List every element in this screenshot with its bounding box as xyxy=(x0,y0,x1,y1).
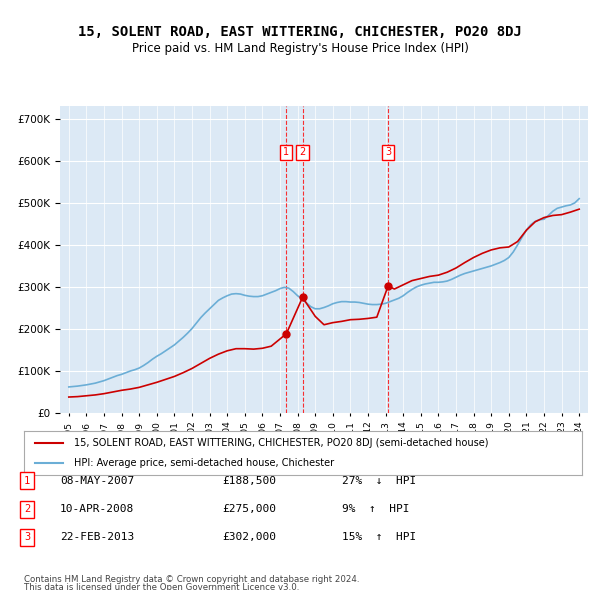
Text: 27%  ↓  HPI: 27% ↓ HPI xyxy=(342,476,416,486)
Text: 15, SOLENT ROAD, EAST WITTERING, CHICHESTER, PO20 8DJ: 15, SOLENT ROAD, EAST WITTERING, CHICHES… xyxy=(78,25,522,40)
Text: £188,500: £188,500 xyxy=(222,476,276,486)
Text: 1: 1 xyxy=(283,148,289,158)
Text: 15%  ↑  HPI: 15% ↑ HPI xyxy=(342,533,416,542)
Text: This data is licensed under the Open Government Licence v3.0.: This data is licensed under the Open Gov… xyxy=(24,582,299,590)
Text: 3: 3 xyxy=(24,533,30,542)
Text: 1: 1 xyxy=(24,476,30,486)
Text: Contains HM Land Registry data © Crown copyright and database right 2024.: Contains HM Land Registry data © Crown c… xyxy=(24,575,359,584)
Text: £275,000: £275,000 xyxy=(222,504,276,514)
Text: 2: 2 xyxy=(299,148,305,158)
Text: 10-APR-2008: 10-APR-2008 xyxy=(60,504,134,514)
Text: 22-FEB-2013: 22-FEB-2013 xyxy=(60,533,134,542)
Text: HPI: Average price, semi-detached house, Chichester: HPI: Average price, semi-detached house,… xyxy=(74,458,334,467)
Text: 9%  ↑  HPI: 9% ↑ HPI xyxy=(342,504,409,514)
Text: 2: 2 xyxy=(24,504,30,514)
Text: 08-MAY-2007: 08-MAY-2007 xyxy=(60,476,134,486)
Text: 3: 3 xyxy=(385,148,391,158)
Text: Price paid vs. HM Land Registry's House Price Index (HPI): Price paid vs. HM Land Registry's House … xyxy=(131,42,469,55)
Text: 15, SOLENT ROAD, EAST WITTERING, CHICHESTER, PO20 8DJ (semi-detached house): 15, SOLENT ROAD, EAST WITTERING, CHICHES… xyxy=(74,438,489,448)
Text: £302,000: £302,000 xyxy=(222,533,276,542)
